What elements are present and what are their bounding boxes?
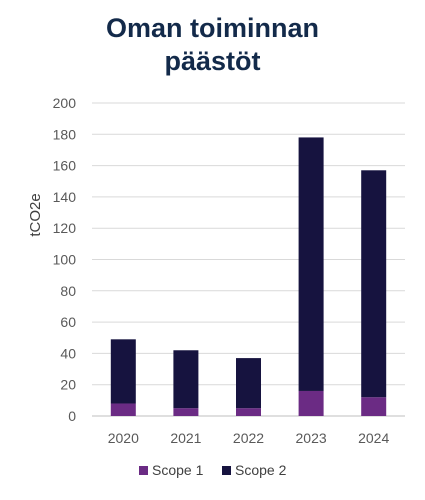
bar-scope-2-2020 [110, 339, 136, 404]
x-tick-label: 2021 [170, 430, 201, 446]
y-tick-label: 120 [53, 220, 77, 236]
bar-scope-2-2022 [236, 358, 261, 409]
y-tick-label: 180 [53, 126, 77, 142]
chart-title: Oman toiminnan päästöt [0, 12, 425, 78]
bar-scope-1-2024 [361, 397, 387, 416]
gridlines [92, 102, 405, 417]
x-tick-label: 2022 [233, 430, 264, 446]
y-tick-label: 200 [53, 95, 77, 111]
chart-title-line-2: päästöt [164, 46, 261, 76]
y-tick-labels: 0 20 40 60 80 100 120 140 160 180 200 [53, 95, 77, 424]
y-tick-label: 60 [60, 314, 76, 330]
legend-label-scope-1: Scope 1 [152, 462, 204, 478]
x-tick-label: 2020 [108, 430, 139, 446]
bar-scope-2-2024 [361, 170, 387, 398]
x-tick-labels: 2020 2021 2022 2023 2024 [108, 430, 390, 446]
bar-scope-1-2023 [298, 390, 324, 416]
legend: Scope 1 Scope 2 [139, 462, 287, 478]
y-tick-label: 20 [60, 377, 76, 393]
y-tick-label: 140 [53, 189, 77, 205]
bars [110, 137, 387, 416]
bar-scope-2-2023 [298, 137, 324, 391]
y-axis-label: tCO2e [27, 193, 44, 236]
bar-scope-1-2020 [110, 403, 136, 416]
y-tick-label: 0 [68, 408, 76, 424]
x-tick-label: 2024 [358, 430, 389, 446]
y-tick-label: 160 [53, 158, 77, 174]
y-tick-label: 100 [53, 252, 77, 268]
y-tick-label: 40 [60, 345, 76, 361]
legend-swatch-scope-2 [222, 466, 231, 475]
chart-title-line-1: Oman toiminnan [105, 13, 319, 43]
legend-label-scope-2: Scope 2 [235, 462, 287, 478]
bar-scope-1-2022 [236, 408, 261, 416]
bar-scope-2-2021 [173, 350, 199, 409]
x-tick-label: 2023 [296, 430, 327, 446]
y-tick-label: 80 [60, 283, 76, 299]
legend-swatch-scope-1 [139, 466, 148, 475]
bar-scope-1-2021 [173, 408, 199, 416]
